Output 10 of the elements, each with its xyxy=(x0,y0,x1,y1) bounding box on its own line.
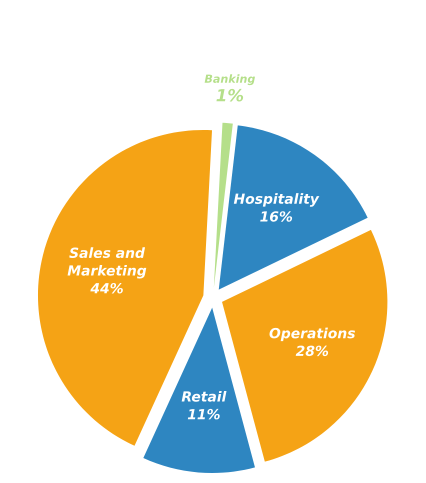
slice-label: Operations xyxy=(270,328,355,342)
slice-label: Retail xyxy=(182,390,226,402)
data-label: 44% xyxy=(90,282,123,294)
slice-label: Hospitality xyxy=(234,193,320,207)
slice-label: Sales and Marketing xyxy=(68,247,146,279)
data-label: 11% xyxy=(188,408,220,420)
data-label: 1% xyxy=(216,88,244,102)
slice-label: Banking xyxy=(204,74,255,86)
data-label: 16% xyxy=(260,211,292,222)
data-label: 28% xyxy=(296,346,328,356)
